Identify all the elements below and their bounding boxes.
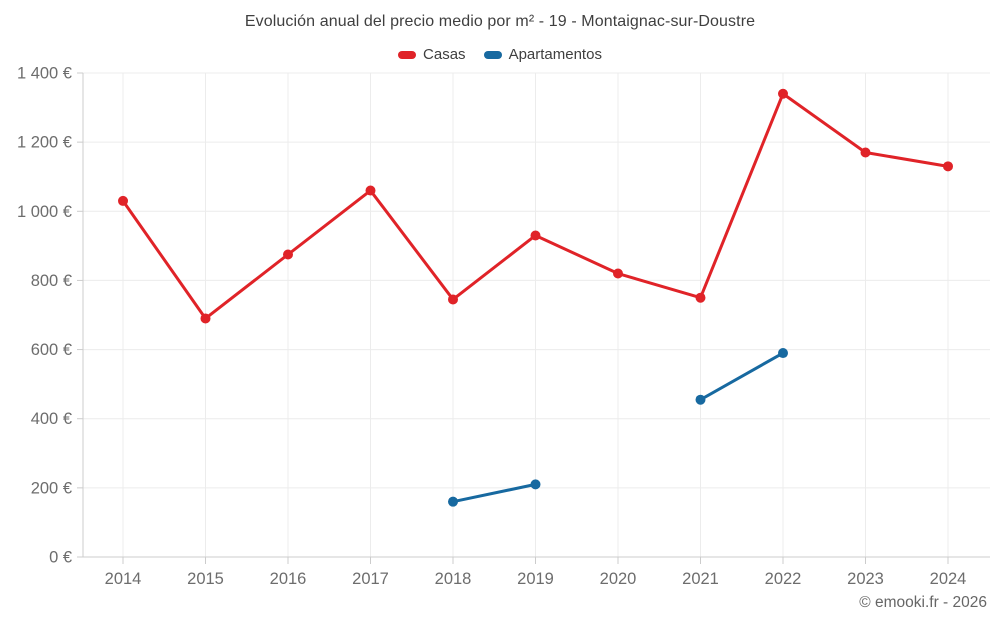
apartamentos-data-point[interactable]: [695, 394, 706, 405]
casas-data-point[interactable]: [448, 294, 458, 305]
apartamentos-series-label: Apartamentos: [508, 46, 602, 63]
y-tick-label: 200 €: [31, 479, 72, 497]
legend-item-casas[interactable]: Casas: [398, 46, 466, 63]
apartamentos-data-point[interactable]: [448, 496, 458, 507]
x-tick-label: 2024: [930, 570, 967, 588]
casas-series-line: [534, 233, 620, 276]
legend: Casas Apartamentos: [0, 46, 1000, 63]
casas-series-line: [699, 92, 785, 300]
apartamentos-series-line: [451, 482, 537, 504]
apartamentos-data-point[interactable]: [530, 479, 541, 490]
casas-data-point[interactable]: [118, 195, 128, 206]
x-tick-label: 2022: [765, 570, 802, 588]
casas-series-line: [864, 151, 950, 168]
x-tick-label: 2018: [435, 570, 472, 588]
casas-series-line: [369, 189, 455, 301]
attribution: © emooki.fr - 2026: [859, 594, 987, 611]
casas-series-line: [781, 92, 867, 155]
y-tick-label: 600 €: [31, 341, 72, 359]
y-tick-label: 400 €: [31, 410, 72, 428]
apartamentos-data-point[interactable]: [778, 348, 788, 359]
casas-data-point[interactable]: [695, 292, 706, 303]
casas-data-point[interactable]: [283, 249, 293, 260]
casas-data-point[interactable]: [613, 268, 623, 279]
x-tick-label: 2020: [600, 570, 637, 588]
apartamentos-series-line: [699, 351, 785, 402]
x-tick-label: 2021: [682, 570, 719, 588]
casas-data-point[interactable]: [943, 161, 953, 172]
x-tick-label: 2014: [105, 570, 142, 588]
casas-series-line: [286, 189, 372, 256]
x-tick-label: 2017: [352, 570, 389, 588]
casas-series-line: [204, 253, 290, 320]
casas-data-point[interactable]: [200, 313, 211, 324]
casas-series-line: [451, 233, 537, 301]
casas-series-swatch: [398, 50, 417, 59]
y-tick-label: 1 000 €: [17, 203, 72, 221]
apartamentos-series-swatch: [483, 50, 502, 59]
casas-data-point[interactable]: [860, 147, 871, 158]
y-tick-label: 800 €: [31, 272, 72, 290]
casas-series-line: [121, 199, 207, 320]
chart-title: Evolución anual del precio medio por m² …: [244, 13, 756, 30]
x-tick-label: 2015: [187, 570, 224, 588]
y-tick-label: 1 200 €: [17, 134, 72, 152]
casas-data-point[interactable]: [530, 230, 541, 241]
casas-series-line: [616, 272, 702, 300]
x-tick-label: 2019: [517, 570, 554, 588]
y-tick-label: 0 €: [49, 549, 72, 567]
casas-data-point[interactable]: [778, 88, 788, 99]
legend-item-apartamentos[interactable]: Apartamentos: [483, 46, 602, 63]
casas-data-point[interactable]: [365, 185, 376, 196]
y-tick-label: 1 400 €: [17, 65, 72, 83]
x-tick-label: 2016: [270, 570, 307, 588]
x-tick-label: 2023: [847, 570, 884, 588]
casas-series-label: Casas: [423, 46, 466, 63]
